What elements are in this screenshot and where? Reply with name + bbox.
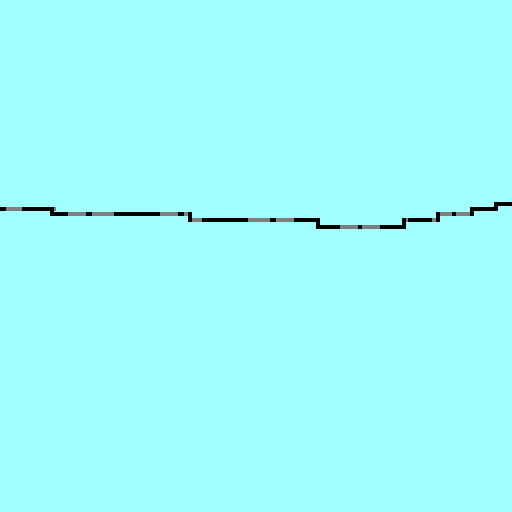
terrain-segment bbox=[408, 218, 432, 222]
terrain-segment bbox=[276, 218, 294, 222]
terrain-step bbox=[50, 207, 54, 216]
terrain-segment bbox=[114, 212, 160, 216]
terrain-segment bbox=[380, 225, 404, 229]
terrain-segment bbox=[452, 212, 456, 216]
terrain-segment bbox=[6, 207, 22, 211]
terrain-segment bbox=[184, 212, 190, 216]
terrain-segment bbox=[496, 202, 512, 206]
terrain-segment bbox=[294, 218, 318, 222]
terrain-segment bbox=[438, 212, 452, 216]
terrain-segment bbox=[358, 225, 362, 229]
terrain-step bbox=[316, 218, 320, 229]
terrain-segment bbox=[92, 212, 114, 216]
terrain-segment bbox=[362, 225, 380, 229]
terrain-segment bbox=[0, 207, 6, 211]
terrain-segment bbox=[432, 218, 438, 222]
terrain-segment bbox=[86, 212, 92, 216]
terrain-segment bbox=[270, 218, 276, 222]
terrain-step bbox=[402, 218, 406, 229]
terrain-segment bbox=[68, 212, 86, 216]
terrain-segment bbox=[178, 212, 184, 216]
terrain-segment bbox=[340, 225, 358, 229]
terrain-step bbox=[470, 207, 474, 216]
terrain-segment bbox=[202, 218, 248, 222]
terrain-segment bbox=[190, 218, 202, 222]
terrain-segment bbox=[456, 212, 472, 216]
terrain-segment bbox=[160, 212, 178, 216]
terrain-segment bbox=[52, 212, 68, 216]
terrain-segment bbox=[22, 207, 52, 211]
terrain-segment bbox=[318, 225, 340, 229]
terrain-step bbox=[494, 202, 498, 211]
terrain-segment bbox=[248, 218, 270, 222]
terrain-segment bbox=[472, 207, 494, 211]
terrain-step bbox=[188, 212, 192, 222]
terrain-step bbox=[436, 212, 440, 222]
